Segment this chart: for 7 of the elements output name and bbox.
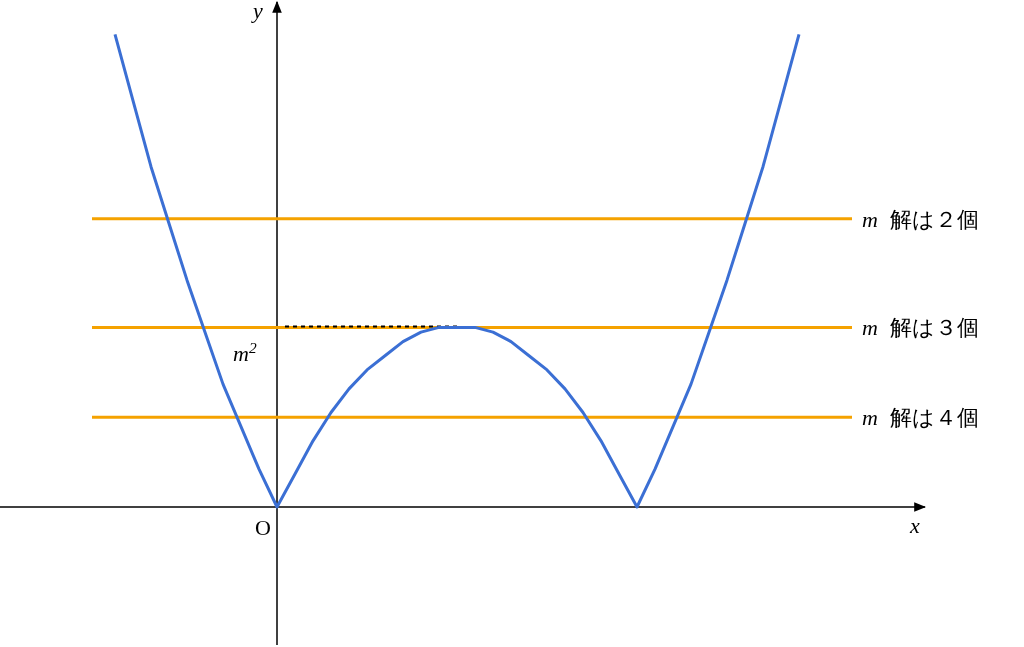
ref-line-label: m 解は３個 (862, 315, 979, 341)
y-axis-title: y (251, 0, 263, 23)
x-axis-title: x (909, 513, 920, 538)
ref-line-label: m 解は２個 (862, 206, 979, 232)
ref-line-label: m 解は４個 (862, 405, 979, 431)
text: O (255, 515, 271, 540)
annotation: m$^{2}$ (233, 338, 257, 367)
